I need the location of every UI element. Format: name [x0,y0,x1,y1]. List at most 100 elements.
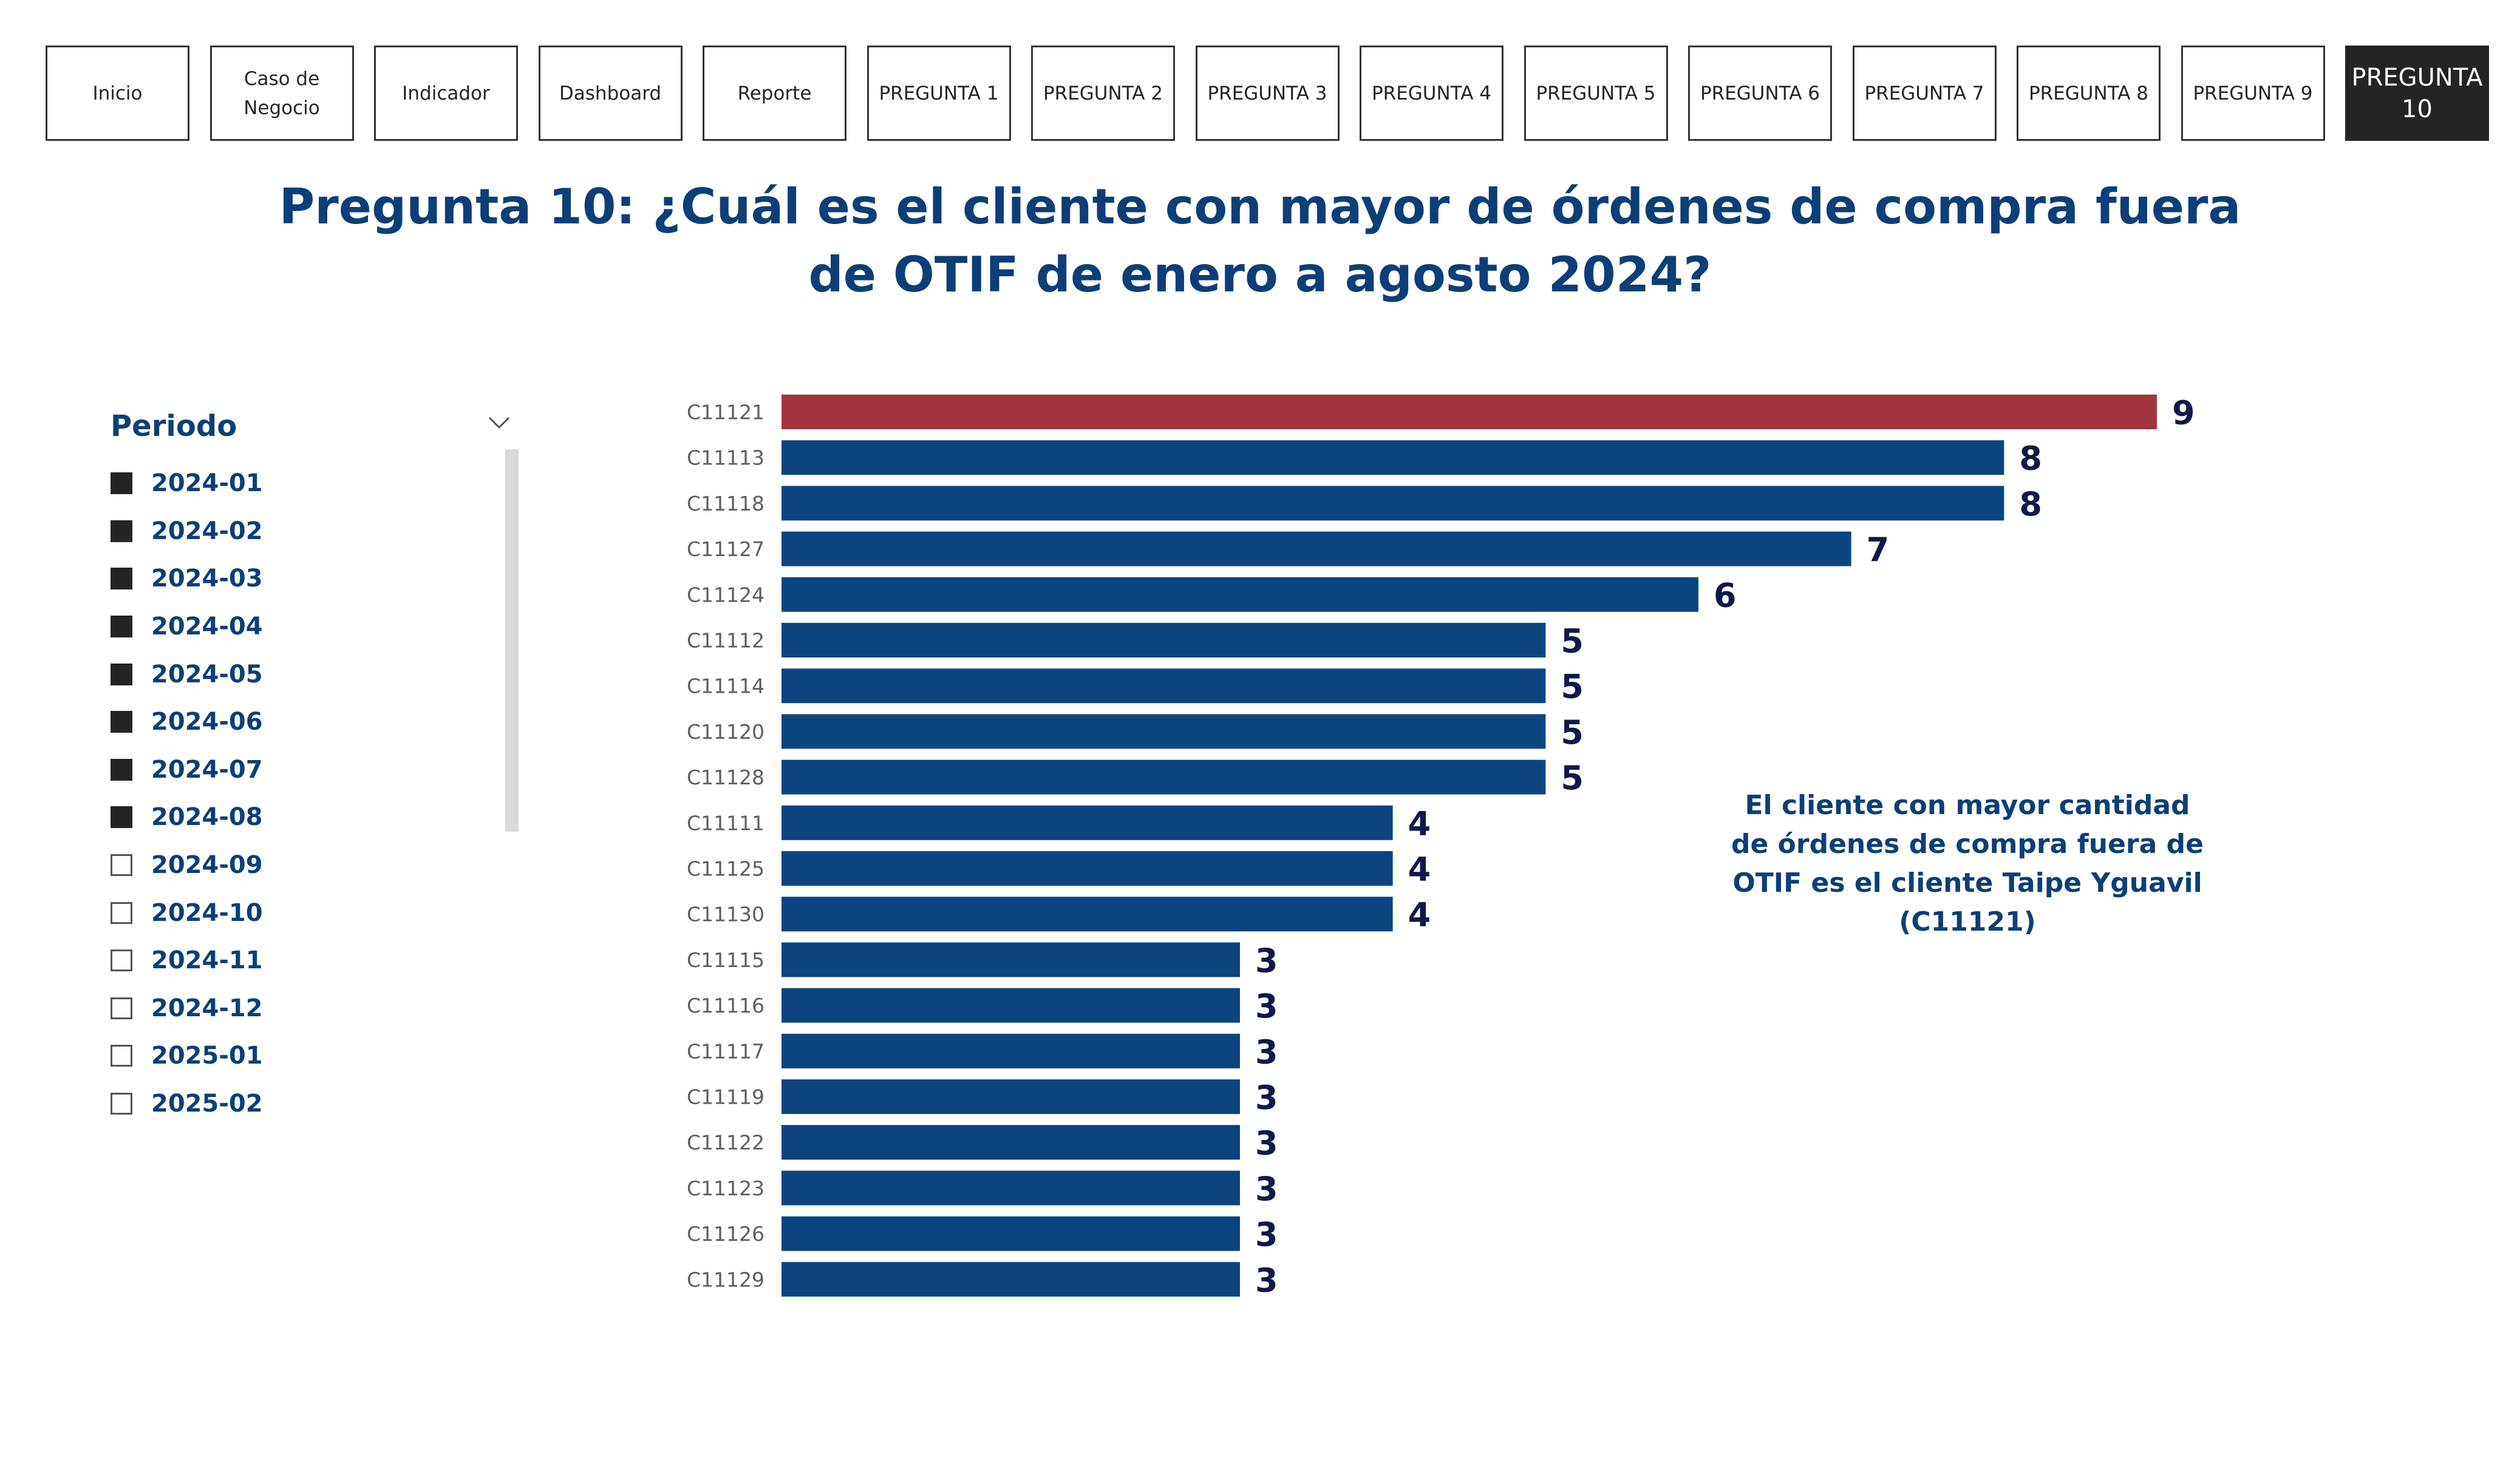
slicer-item[interactable]: 2024-07 [111,746,451,794]
slicer-item-label: 2024-03 [151,565,263,593]
checkbox[interactable] [111,520,132,542]
category-label: C11116 [687,994,765,1017]
category-label: C11118 [687,492,765,515]
nav-button-4[interactable]: Dashboard [538,46,683,141]
nav-button-12[interactable]: PREGUNTA 7 [1852,46,1997,141]
bar-C11127[interactable] [782,531,1851,566]
bar-C11115[interactable] [782,942,1240,977]
value-label: 9 [2172,394,2195,432]
bar-C11123[interactable] [782,1170,1240,1206]
bar-C11129[interactable] [782,1262,1240,1297]
bar-C11119[interactable] [782,1079,1240,1114]
checkbox[interactable] [111,1093,132,1115]
value-label: 5 [1561,668,1584,706]
category-label: C11130 [687,903,765,926]
bar-C11113[interactable] [782,440,2004,475]
slicer-item[interactable]: 2025-02 [111,1080,451,1128]
slicer-item-label: 2025-01 [151,1042,263,1070]
slicer-item[interactable]: 2024-09 [111,841,451,889]
nav-button-1[interactable]: Inicio [46,46,189,141]
periodo-slicer-header[interactable]: Periodo [111,409,511,446]
nav-button-11[interactable]: PREGUNTA 6 [1688,46,1832,141]
bar-C11125[interactable] [782,851,1393,886]
category-label: C11128 [687,766,765,789]
navigation-bar: Inicio Caso de Negocio Indicador Dashboard R… [46,46,2490,141]
slicer-item[interactable]: 2024-03 [111,555,451,603]
bar-C11122[interactable] [782,1125,1240,1160]
nav-button-5[interactable]: Reporte [703,46,846,141]
nav-button-10[interactable]: PREGUNTA 5 [1524,46,1668,141]
checkbox[interactable] [111,1045,132,1067]
slicer-item[interactable]: 2024-10 [111,889,451,937]
bar-C11121[interactable] [782,395,2157,429]
value-label: 4 [1408,896,1431,934]
periodo-slicer-list: 2024-01 2024-02 2024-03 2024-04 2024-05 2024-… [111,460,451,1127]
slicer-item[interactable]: 2024-12 [111,985,451,1033]
slicer-item[interactable]: 2024-05 [111,650,451,698]
category-label: C11115 [687,948,765,972]
slicer-item-label: 2024-10 [151,898,263,927]
slicer-scrollbar[interactable] [505,449,519,832]
slicer-item[interactable]: 2024-01 [111,460,451,508]
checkbox[interactable] [111,711,132,733]
category-label: C11127 [687,537,765,561]
nav-button-14[interactable]: PREGUNTA 9 [2181,46,2325,141]
checkbox[interactable] [111,997,132,1019]
category-label: C11119 [687,1085,765,1109]
slicer-item[interactable]: 2024-04 [111,603,451,651]
chevron-down-icon[interactable] [487,413,511,432]
nav-button-2[interactable]: Caso de Negocio [209,46,354,141]
category-label: C11122 [687,1131,765,1155]
checkbox[interactable] [111,568,132,590]
nav-button-7[interactable]: PREGUNTA 2 [1031,46,1175,141]
bar-C11118[interactable] [782,486,2004,521]
checkbox[interactable] [111,806,132,829]
value-label: 5 [1561,622,1584,661]
value-label: 3 [1255,1124,1278,1163]
value-label: 8 [2019,485,2042,523]
value-label: 7 [1867,531,1890,569]
value-label: 3 [1255,1261,1278,1299]
checkbox[interactable] [111,949,132,972]
bar-C11124[interactable] [782,577,1698,612]
checkbox[interactable] [111,854,132,877]
slicer-item-label: 2025-02 [151,1090,263,1118]
bar-C11130[interactable] [782,897,1393,932]
nav-button-15[interactable]: PREGUNTA 10 [2345,46,2489,141]
page-title: Pregunta 10: ¿Cuál es el cliente con may… [279,178,2241,303]
checkbox[interactable] [111,616,132,638]
checkbox[interactable] [111,472,132,495]
value-label: 4 [1408,851,1431,889]
category-label: C11129 [687,1268,765,1291]
checkbox[interactable] [111,663,132,685]
slicer-item[interactable]: 2024-06 [111,698,451,746]
nav-button-3[interactable]: Indicador [374,46,518,141]
slicer-item[interactable]: 2024-02 [111,508,451,555]
nav-button-9[interactable]: PREGUNTA 4 [1360,46,1503,141]
nav-button-8[interactable]: PREGUNTA 3 [1195,46,1340,141]
nav-button-6[interactable]: PREGUNTA 1 [867,46,1011,141]
slicer-item[interactable]: 2024-08 [111,793,451,841]
category-label: C11126 [687,1222,765,1246]
slicer-item[interactable]: 2024-11 [111,937,451,985]
bar-C11112[interactable] [782,623,1546,657]
slicer-item[interactable]: 2025-01 [111,1032,451,1080]
category-label: C11111 [687,811,765,835]
bar-chart: C11121 9 C11113 8 C11118 8 C11127 7 C11124 6 C1111… [607,376,2307,1323]
value-label: 3 [1255,1033,1278,1071]
nav-button-13[interactable]: PREGUNTA 8 [2017,46,2161,141]
slicer-item-label: 2024-07 [151,755,263,784]
checkbox[interactable] [111,758,132,781]
slicer-item-label: 2024-04 [151,613,263,641]
bar-C11120[interactable] [782,714,1546,749]
bar-C11116[interactable] [782,988,1240,1023]
bar-C11117[interactable] [782,1033,1240,1068]
checkbox[interactable] [111,902,132,924]
bar-C11111[interactable] [782,805,1393,840]
insight-note: El cliente con mayor cantidad de órdenes… [1731,790,2204,937]
value-label: 8 [2019,440,2042,478]
bar-C11114[interactable] [782,668,1546,704]
value-label: 3 [1255,1170,1278,1208]
bar-C11126[interactable] [782,1216,1240,1251]
bar-C11128[interactable] [782,759,1546,795]
